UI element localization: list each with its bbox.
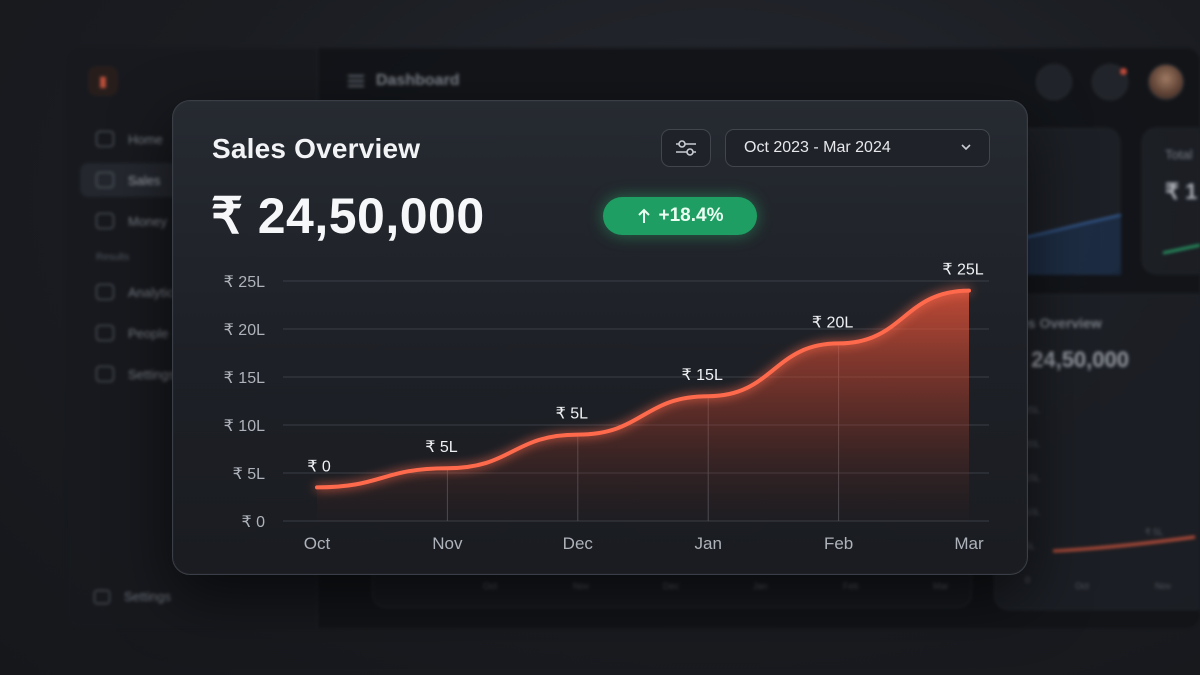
background-mini-total: ₹ 24,50,000	[1011, 347, 1129, 372]
sidebar-item-settings[interactable]: Settings	[80, 357, 300, 391]
sidebar-item-money[interactable]: Money	[80, 204, 300, 238]
home-icon	[96, 131, 114, 147]
background-topbar: Dashboard	[318, 48, 1200, 114]
grid-icon	[96, 213, 114, 229]
sidebar-item-analytics[interactable]: Analytics	[80, 275, 300, 309]
x-tick-label: Mar	[954, 534, 984, 553]
arrow-up-icon	[637, 208, 650, 223]
background-page-title: Dashboard	[376, 72, 460, 89]
y-tick-label: ₹ 5L	[233, 466, 266, 483]
background-total-card: Total ₹ 1	[1142, 128, 1200, 274]
sidebar-footer-label: Settings	[124, 589, 171, 604]
sidebar-item-label: People	[128, 325, 169, 341]
data-point-label: ₹ 25L	[942, 262, 983, 279]
chart-icon	[96, 172, 114, 188]
x-tick-label: Dec	[563, 534, 594, 553]
menu-icon[interactable]	[348, 75, 364, 87]
background-total-value: ₹ 1	[1165, 179, 1198, 204]
background-bottom-x-label: Jan	[753, 581, 768, 591]
background-mini-tick: 20L	[1025, 439, 1041, 449]
background-mini-point-label: ₹ 5L	[1145, 527, 1164, 537]
total-sales-value: ₹ 24,50,000	[211, 188, 485, 244]
sidebar-item-label: Analytics	[128, 284, 181, 300]
sidebar-item-label: Home	[128, 131, 163, 147]
date-range-value: Oct 2023 - Mar 2024	[744, 139, 891, 156]
background-mini-tick: 10L	[1025, 507, 1041, 517]
background-mini-tick: 5L	[1025, 541, 1036, 551]
background-total-label: Total	[1165, 147, 1193, 162]
y-tick-label: ₹ 25L	[224, 274, 265, 291]
sidebar-item-home[interactable]: Home	[80, 122, 300, 156]
background-bottom-x-label: Mar	[933, 581, 949, 591]
sales-overview-card: Sales Overview Oct 2023 - Mar 2024 ₹ 24,…	[172, 100, 1028, 575]
data-point-label: ₹ 0	[307, 458, 331, 475]
x-tick-label: Nov	[432, 534, 463, 553]
x-tick-label: Jan	[694, 534, 721, 553]
card-title: Sales Overview	[212, 133, 421, 164]
y-tick-label: ₹ 10L	[224, 418, 265, 435]
sidebar-item-people[interactable]: People	[80, 316, 300, 350]
background-bottom-x-label: Feb	[843, 581, 859, 591]
sidebar-footer-settings[interactable]: Settings	[94, 589, 171, 604]
sidebar-item-label: Settings	[128, 366, 175, 382]
background-bottom-x-label: Oct	[483, 581, 498, 591]
date-range-select[interactable]: Oct 2023 - Mar 2024	[725, 129, 990, 167]
settings-icon	[96, 366, 114, 382]
y-tick-label: ₹ 15L	[224, 370, 265, 387]
sales-chart: ₹ 25L ₹ 20L ₹ 15L ₹ 10L ₹ 5L ₹ 0 ₹ 0 ₹ 5L ₹ 5L ₹ …	[224, 262, 989, 553]
search-button[interactable]	[1036, 64, 1072, 100]
people-icon	[96, 325, 114, 341]
background-mini-line	[1052, 535, 1196, 553]
background-bottom-x-label: Nov	[573, 581, 590, 591]
data-point-label: ₹ 20L	[812, 314, 853, 331]
y-tick-label: ₹ 0	[241, 514, 265, 531]
background-mini-x-1: Nov	[1155, 581, 1172, 591]
growth-value: +18.4%	[658, 205, 724, 226]
x-tick-label: Oct	[304, 534, 331, 553]
data-point-label: ₹ 5L	[556, 406, 589, 423]
data-point-label: ₹ 15L	[682, 367, 723, 384]
filter-button[interactable]	[661, 129, 711, 167]
logout-icon	[94, 589, 110, 604]
sales-area-fill	[317, 290, 969, 521]
sales-line	[315, 288, 971, 490]
sliders-icon	[676, 140, 696, 156]
sidebar-item-label: Sales	[128, 172, 161, 188]
background-mini-tick: 0	[1025, 575, 1031, 585]
notification-dot	[1120, 68, 1127, 75]
y-tick-label: ₹ 20L	[224, 322, 265, 339]
sidebar-item-label: Money	[128, 213, 168, 229]
background-mini-tick: 15L	[1025, 473, 1041, 483]
chevron-down-icon	[961, 144, 971, 151]
x-tick-label: Feb	[824, 534, 853, 553]
logo-icon: ▮	[88, 66, 118, 96]
background-mini-x-0: Oct	[1075, 581, 1090, 591]
analytics-icon	[96, 284, 114, 300]
data-point-label: ₹ 5L	[425, 439, 458, 456]
background-total-sparkline	[1162, 243, 1200, 255]
growth-badge: +18.4%	[603, 197, 757, 235]
background-bottom-x-label: Dec	[663, 581, 680, 591]
avatar[interactable]	[1148, 64, 1184, 100]
sidebar-section-label: Results	[96, 252, 130, 263]
background-mini-tick: 25L	[1025, 405, 1041, 415]
